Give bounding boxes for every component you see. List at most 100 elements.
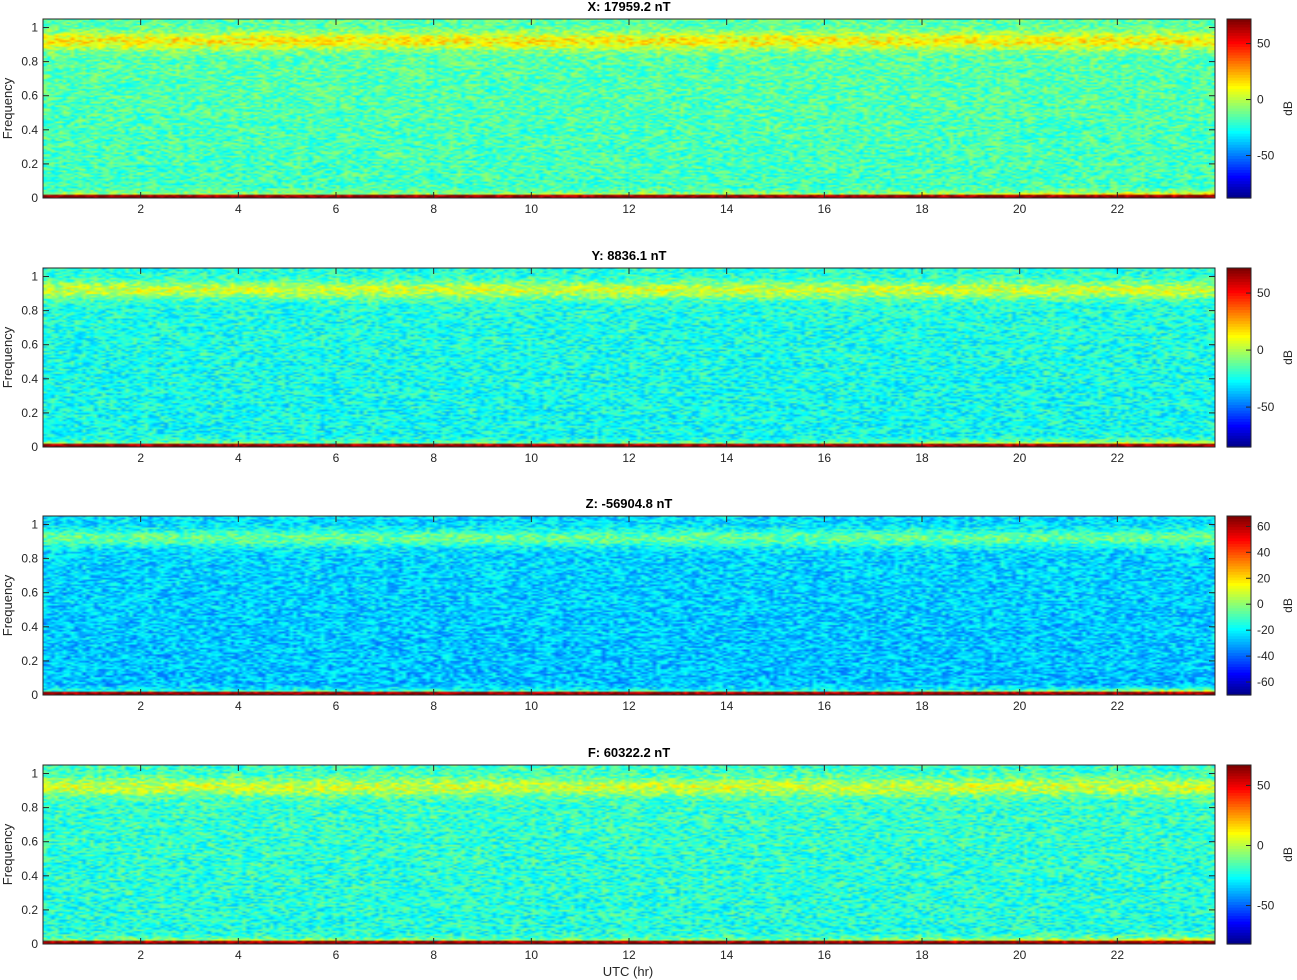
colorbar-segment [1227,86,1251,90]
colorbar-segment [1227,368,1251,373]
y-tick-label: 0.8 [21,55,38,69]
colorbar-tick-label: 0 [1257,838,1264,852]
colorbar-segment [1227,930,1251,934]
colorbar-segment [1227,790,1251,794]
spectrogram-heatmap [43,516,1215,695]
y-tick-label: 1 [31,270,38,284]
x-tick-label: 22 [1111,202,1125,216]
panel-title: X: 17959.2 nT [587,0,670,14]
colorbar-segment [1227,312,1251,317]
colorbar-segment [1227,608,1251,612]
colorbar-segment [1227,585,1251,590]
colorbar-tick-label: -50 [1257,400,1275,414]
colorbar-segment [1227,910,1251,914]
colorbar-segment [1227,619,1251,623]
colorbar-segment [1227,667,1251,671]
colorbar-segment [1227,851,1251,856]
colorbar-segment [1227,888,1251,892]
colorbar-segment [1227,577,1251,581]
x-tick-label: 14 [720,699,734,713]
colorbar-segment [1227,876,1251,881]
x-tick-label: 22 [1111,699,1125,713]
colorbar-segment [1227,332,1251,336]
x-tick-label: 18 [915,451,929,465]
y-tick-label: 0.4 [21,620,38,634]
colorbar-segment [1227,689,1251,693]
colorbar-segment [1227,156,1251,160]
colorbar-segment [1227,279,1251,283]
colorbar-segment [1227,658,1251,663]
x-tick-label: 10 [525,202,539,216]
colorbar-segment [1227,108,1251,112]
x-tick-label: 10 [525,948,539,962]
y-tick-label: 0.2 [21,654,38,668]
colorbar-segment [1227,918,1251,923]
colorbar-segment [1227,902,1251,906]
colorbar-segment [1227,147,1251,152]
colorbar-segment [1227,686,1251,691]
colorbar-segment [1227,532,1251,537]
colorbar-segment [1227,529,1251,534]
colorbar-segment [1227,91,1251,96]
colorbar-segment [1227,549,1251,553]
colorbar-segment [1227,823,1251,828]
colorbar-segment [1227,871,1251,875]
colorbar-label: dB [1281,598,1295,613]
colorbar-segment [1227,571,1251,576]
colorbar-segment [1227,661,1251,665]
colorbar-segment [1227,599,1251,604]
colorbar-segment [1227,290,1251,294]
colorbar-segment [1227,516,1251,520]
colorbar-frame [1226,764,1252,945]
colorbar-segment [1227,527,1251,531]
colorbar-segment [1227,97,1251,101]
colorbar-segment [1227,119,1251,124]
colorbar-segment [1227,195,1251,199]
colorbar-segment [1227,128,1251,132]
colorbar-segment [1227,130,1251,135]
colorbar-segment [1227,683,1251,688]
y-tick-label: 0 [31,191,38,205]
colorbar-segment [1227,158,1251,163]
colorbar-segment [1227,309,1251,314]
colorbar-segment [1227,175,1251,180]
colorbar-segment [1227,569,1251,573]
colorbar-segment [1227,52,1251,56]
x-tick-label: 16 [818,451,832,465]
y-axis-label: Frequency [0,823,15,885]
colorbar-segment [1227,133,1251,138]
x-tick-label: 16 [818,202,832,216]
colorbar-segment [1227,30,1251,34]
colorbar-segment [1227,377,1251,381]
colorbar-segment [1227,580,1251,584]
colorbar-segment [1227,627,1251,632]
y-tick-label: 0.6 [21,89,38,103]
x-tick-label: 22 [1111,451,1125,465]
colorbar-segment [1227,921,1251,926]
y-axis-label: Frequency [0,326,15,388]
x-tick-label: 8 [430,948,437,962]
colorbar-segment [1227,46,1251,51]
x-tick-label: 6 [333,948,340,962]
colorbar-segment [1227,419,1251,423]
colorbar-segment [1227,304,1251,308]
colorbar-segment [1227,136,1251,140]
colorbar-segment [1227,346,1251,350]
colorbar-tick-label: 60 [1257,519,1271,533]
colorbar-tick-label: 0 [1257,597,1264,611]
colorbar-segment [1227,72,1251,76]
colorbar-segment [1227,941,1251,945]
colorbar-segment [1227,563,1251,567]
y-tick-label: 0 [31,688,38,702]
y-axis-label: Frequency [0,77,15,139]
colorbar-segment [1227,860,1251,864]
x-tick-label: 10 [525,451,539,465]
colorbar-segment [1227,402,1251,406]
colorbar-segment [1227,186,1251,191]
spectrogram-heatmap [43,268,1215,447]
colorbar-tick-label: 40 [1257,545,1271,559]
colorbar-segment [1227,541,1251,545]
colorbar-segment [1227,371,1251,375]
colorbar-segment [1227,681,1251,685]
colorbar-segment [1227,139,1251,143]
